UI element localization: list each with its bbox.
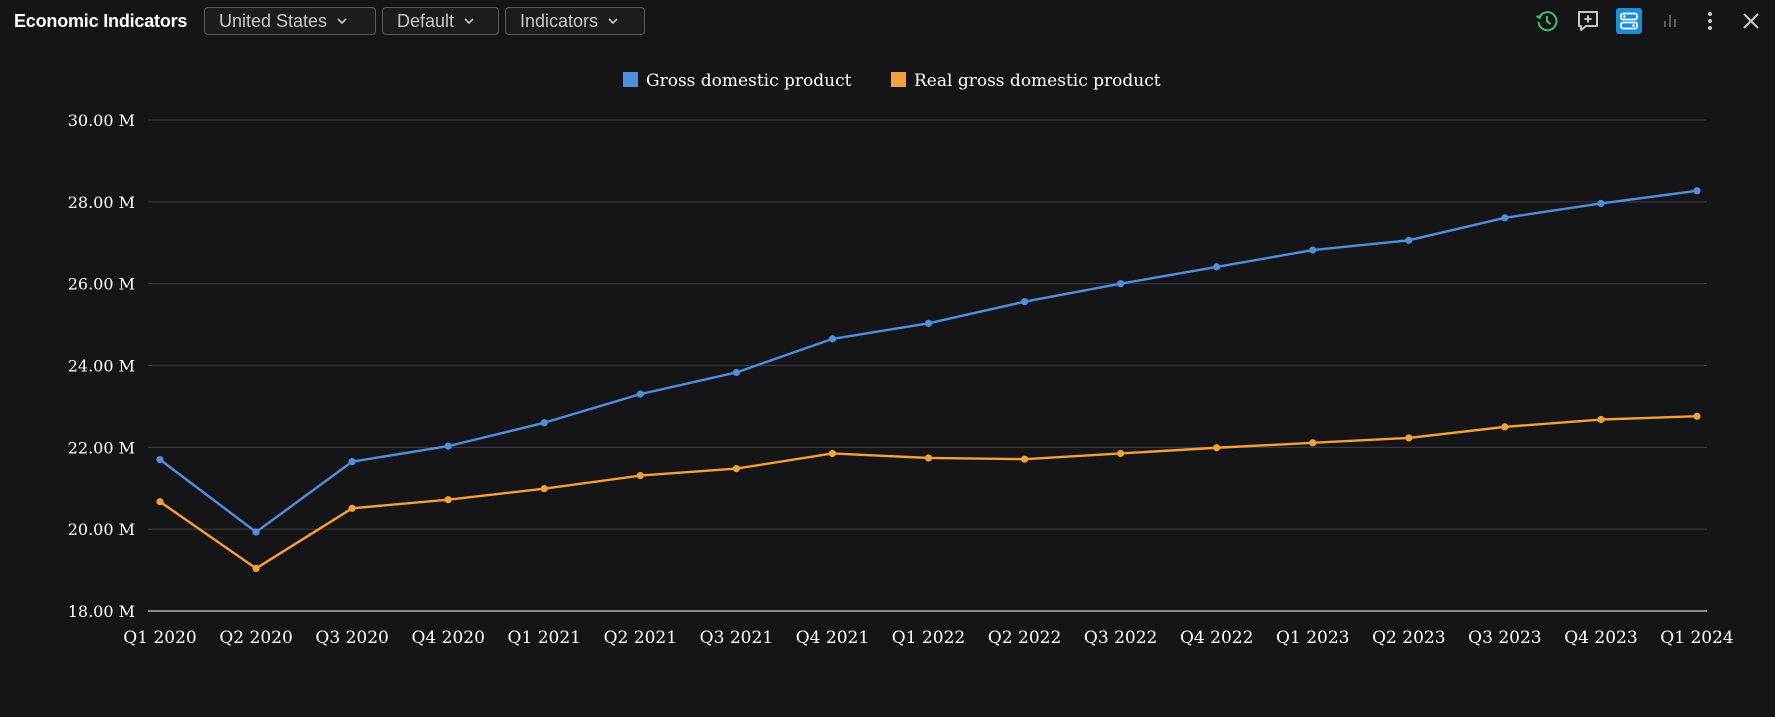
data-point: [1309, 439, 1317, 447]
bar-chart-button[interactable]: [1657, 8, 1683, 34]
data-point: [348, 504, 356, 512]
data-point: [1693, 412, 1701, 420]
data-point: [1501, 423, 1509, 431]
bar-chart-icon: [1664, 15, 1676, 27]
country-dropdown[interactable]: United States: [204, 7, 376, 35]
layout-toggle-button[interactable]: [1616, 8, 1642, 34]
y-tick-label: 26.00 M: [68, 275, 135, 294]
add-comment-button[interactable]: [1575, 8, 1601, 34]
widget-header: Economic Indicators United States Defaul…: [0, 0, 1775, 42]
data-point: [348, 458, 356, 466]
data-point: [252, 564, 260, 573]
data-point: [540, 485, 548, 493]
legend-label: Gross domestic product: [646, 71, 852, 91]
x-tick-label: Q1 2024: [1660, 628, 1733, 648]
y-tick-label: 30.00 M: [68, 111, 135, 130]
y-tick-label: 28.00 M: [68, 193, 135, 212]
x-tick-label: Q2 2023: [1372, 628, 1445, 648]
indicators-dropdown[interactable]: Indicators: [505, 7, 645, 35]
x-tick-label: Q4 2021: [796, 628, 869, 648]
data-point: [1117, 280, 1125, 288]
data-point: [1213, 444, 1221, 452]
data-point: [924, 454, 933, 462]
series-line-1: [159, 189, 1698, 534]
more-vertical-icon: [1708, 12, 1712, 30]
x-tick-label: Q4 2023: [1564, 628, 1637, 648]
chevron-down-icon: [608, 18, 618, 25]
data-point: [1309, 246, 1317, 254]
y-tick-label: 20.00 M: [68, 520, 135, 539]
data-point: [924, 319, 933, 327]
y-tick-label: 22.00 M: [68, 438, 135, 457]
data-point: [1501, 214, 1509, 222]
widget-title: Economic Indicators: [14, 11, 188, 31]
y-tick-label: 24.00 M: [68, 357, 135, 376]
x-tick-label: Q3 2020: [315, 628, 388, 648]
legend-swatch: [891, 72, 906, 87]
data-point: [1693, 187, 1701, 195]
data-point: [540, 419, 548, 427]
data-point: [444, 442, 452, 450]
data-point: [1405, 434, 1413, 442]
data-point: [636, 471, 644, 480]
line-chart: 18.00 M 20.00 M 22.00 M 24.00 M 26.00 M 28.00…: [68, 71, 1734, 648]
data-point: [1020, 455, 1029, 463]
x-tick-label: Q1 2023: [1276, 628, 1349, 648]
data-point: [444, 496, 452, 504]
x-tick-label: Q3 2021: [700, 628, 773, 648]
close-icon: [1743, 13, 1759, 29]
chevron-down-icon: [337, 18, 347, 25]
more-options-button[interactable]: [1697, 8, 1723, 34]
chevron-down-icon: [464, 18, 474, 25]
data-point: [1597, 415, 1605, 424]
data-point: [1213, 263, 1221, 271]
view-dropdown[interactable]: Default: [382, 7, 499, 35]
x-tick-label: Q1 2022: [892, 628, 965, 648]
x-tick-label: Q1 2021: [508, 628, 581, 648]
chart-area: 18.00 M 20.00 M 22.00 M 24.00 M 26.00 M 28.00…: [0, 42, 1775, 712]
data-point: [828, 449, 837, 458]
layout-toggle-icon: [1620, 12, 1638, 30]
data-point: [1117, 449, 1125, 458]
data-point: [252, 528, 260, 536]
legend-label: Real gross domestic product: [914, 71, 1161, 91]
y-tick-label: 18.00 M: [68, 602, 135, 621]
x-tick-label: Q2 2020: [219, 628, 292, 648]
data-point: [156, 498, 164, 506]
data-point: [1597, 199, 1605, 208]
x-tick-label: Q4 2022: [1180, 628, 1253, 648]
data-point: [732, 368, 740, 377]
x-tick-label: Q1 2020: [123, 628, 196, 648]
history-button[interactable]: [1534, 8, 1560, 34]
x-tick-label: Q2 2021: [604, 628, 677, 648]
data-point: [1020, 298, 1029, 306]
x-tick-label: Q3 2023: [1468, 628, 1541, 648]
view-dropdown-label: Default: [397, 10, 455, 31]
history-icon: [1535, 11, 1558, 32]
x-tick-label: Q2 2022: [988, 628, 1061, 648]
x-tick-label: Q4 2020: [411, 628, 484, 648]
legend-swatch: [623, 72, 638, 87]
data-point: [732, 465, 740, 473]
x-tick-label: Q3 2022: [1084, 628, 1157, 648]
indicators-dropdown-label: Indicators: [520, 10, 599, 31]
data-point: [828, 335, 837, 343]
close-button[interactable]: [1738, 8, 1764, 34]
data-point: [1405, 236, 1413, 244]
country-dropdown-label: United States: [219, 10, 328, 31]
data-point: [156, 456, 164, 464]
data-point: [636, 390, 644, 398]
add-comment-icon: [1578, 11, 1598, 31]
series-line-2: [159, 415, 1698, 570]
